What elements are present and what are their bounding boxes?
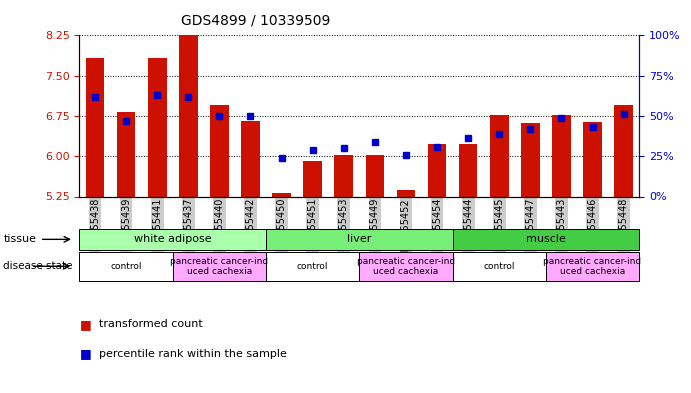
Text: control: control: [484, 262, 515, 271]
Bar: [334, 154, 353, 196]
Text: tissue: tissue: [3, 234, 37, 244]
Text: liver: liver: [347, 234, 372, 244]
Text: control: control: [297, 262, 328, 271]
Bar: [459, 144, 477, 196]
Text: disease state: disease state: [3, 261, 73, 271]
Text: pancreatic cancer-ind
uced cachexia: pancreatic cancer-ind uced cachexia: [357, 257, 455, 276]
Bar: [614, 105, 633, 196]
Text: pancreatic cancer-ind
uced cachexia: pancreatic cancer-ind uced cachexia: [170, 257, 269, 276]
Bar: [552, 115, 571, 196]
Bar: [428, 144, 446, 196]
Text: GDS4899 / 10339509: GDS4899 / 10339509: [181, 14, 330, 28]
Text: white adipose: white adipose: [134, 234, 211, 244]
Text: ■: ■: [79, 318, 91, 331]
Text: pancreatic cancer-ind
uced cachexia: pancreatic cancer-ind uced cachexia: [543, 257, 642, 276]
Text: transformed count: transformed count: [99, 319, 202, 329]
Text: percentile rank within the sample: percentile rank within the sample: [99, 349, 287, 359]
Bar: [86, 59, 104, 196]
Bar: [179, 18, 198, 196]
Bar: [490, 115, 509, 196]
Bar: [148, 58, 167, 196]
Bar: [366, 154, 384, 196]
Bar: [583, 122, 602, 196]
Bar: [241, 121, 260, 196]
Bar: [272, 193, 291, 196]
Bar: [521, 123, 540, 196]
Text: muscle: muscle: [526, 234, 566, 244]
Bar: [303, 160, 322, 196]
Text: ■: ■: [79, 347, 91, 360]
Text: control: control: [111, 262, 142, 271]
Bar: [210, 105, 229, 196]
Bar: [397, 189, 415, 196]
Bar: [117, 112, 135, 196]
